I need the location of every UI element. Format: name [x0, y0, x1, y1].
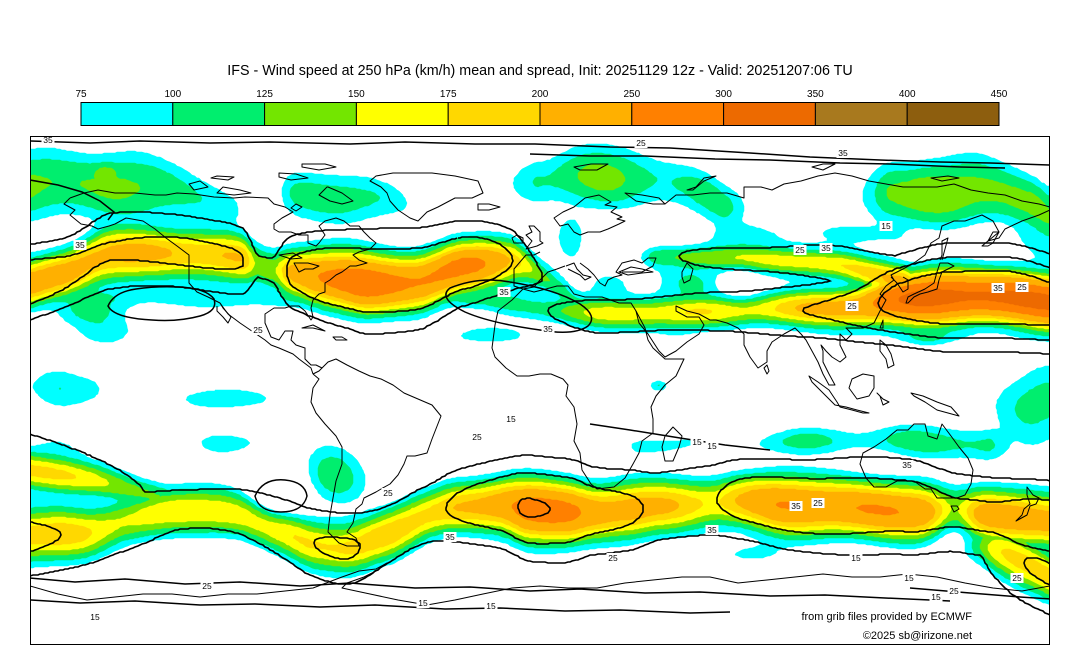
- svg-text:15: 15: [418, 598, 428, 608]
- svg-text:100: 100: [164, 89, 181, 100]
- svg-text:200: 200: [532, 89, 549, 100]
- svg-text:35: 35: [821, 243, 831, 253]
- svg-text:35: 35: [707, 525, 717, 535]
- svg-text:175: 175: [440, 89, 457, 100]
- svg-text:75: 75: [75, 89, 87, 100]
- svg-text:15: 15: [486, 601, 496, 611]
- svg-text:15: 15: [904, 573, 914, 583]
- svg-text:35: 35: [499, 287, 509, 297]
- svg-text:25: 25: [1012, 573, 1022, 583]
- svg-text:25: 25: [636, 138, 646, 148]
- svg-text:25: 25: [847, 301, 857, 311]
- svg-text:35: 35: [445, 532, 455, 542]
- svg-text:150: 150: [348, 89, 365, 100]
- svg-text:350: 350: [807, 89, 824, 100]
- svg-text:15: 15: [931, 592, 941, 602]
- svg-text:250: 250: [623, 89, 640, 100]
- svg-text:35: 35: [902, 460, 912, 470]
- svg-text:125: 125: [256, 89, 273, 100]
- svg-text:25: 25: [949, 586, 959, 596]
- svg-text:400: 400: [899, 89, 916, 100]
- svg-text:35: 35: [543, 324, 553, 334]
- svg-text:300: 300: [715, 89, 732, 100]
- svg-text:25: 25: [813, 498, 823, 508]
- svg-text:15: 15: [851, 553, 861, 563]
- svg-text:35: 35: [75, 240, 85, 250]
- svg-text:25: 25: [383, 488, 393, 498]
- svg-text:25: 25: [795, 245, 805, 255]
- svg-text:15: 15: [692, 437, 702, 447]
- svg-text:450: 450: [991, 89, 1008, 100]
- svg-text:15: 15: [707, 441, 717, 451]
- svg-text:25: 25: [472, 432, 482, 442]
- svg-text:35: 35: [791, 501, 801, 511]
- svg-text:25: 25: [202, 581, 212, 591]
- svg-text:15: 15: [90, 612, 100, 622]
- svg-text:15: 15: [506, 414, 516, 424]
- svg-text:15: 15: [881, 221, 891, 231]
- svg-text:25: 25: [608, 553, 618, 563]
- svg-text:35: 35: [838, 148, 848, 158]
- svg-text:35: 35: [43, 137, 53, 145]
- svg-text:35: 35: [993, 283, 1003, 293]
- svg-text:25: 25: [253, 325, 263, 335]
- svg-text:25: 25: [1017, 282, 1027, 292]
